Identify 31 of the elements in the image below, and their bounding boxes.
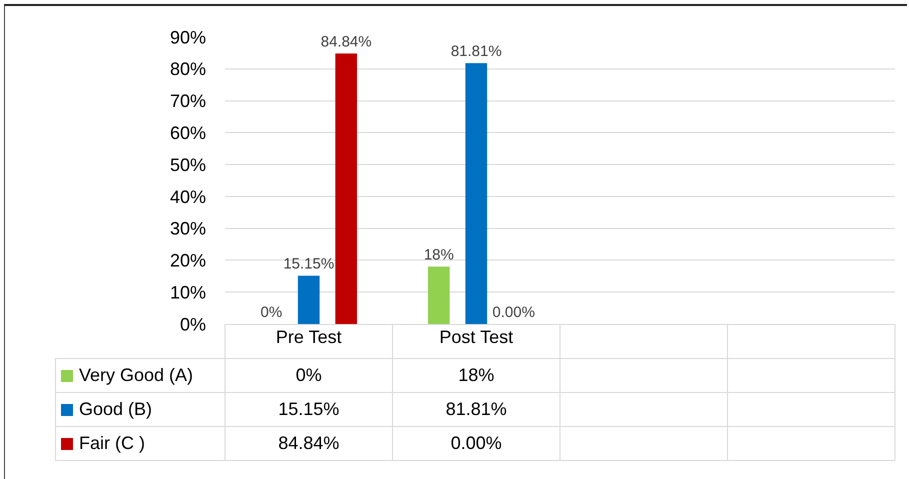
bar [335, 53, 358, 324]
bar [465, 63, 488, 324]
data-label: 18% [457, 364, 496, 386]
data-label: 81.81% [444, 398, 508, 420]
y-tick-label: 60% [170, 122, 206, 143]
text: 15.15% [283, 256, 334, 273]
legend-label: Fair (C ) [78, 432, 146, 455]
text: 0% [260, 304, 282, 321]
y-tick-label: 10% [170, 282, 206, 302]
data-label: 0% [294, 364, 323, 386]
legend-label: Good (B) [78, 398, 154, 421]
data-label: 84.84% [277, 432, 340, 454]
data-label: 15.15% [277, 398, 340, 420]
y-tick-label: 30% [170, 218, 206, 239]
y-tick-label: 0% [180, 314, 206, 334]
bar [428, 266, 450, 324]
data-label: 0.00% [450, 432, 503, 454]
bar [298, 276, 320, 324]
y-tick-label: 80% [170, 59, 206, 80]
y-tick-label: 20% [170, 250, 206, 271]
text: 81.81% [450, 43, 502, 60]
legend-label: Very Good (A) [78, 364, 194, 387]
x-tick-label: Pre Test [276, 327, 342, 347]
x-tick-label: Post Test [439, 327, 514, 347]
text: 0.00% [492, 304, 535, 321]
y-tick-label: 90% [170, 27, 206, 48]
y-tick-label: 70% [170, 91, 206, 112]
text: 18% [424, 246, 454, 264]
y-tick-label: 50% [170, 154, 206, 175]
text: 84.84% [320, 33, 372, 50]
y-tick-label: 40% [170, 186, 206, 207]
